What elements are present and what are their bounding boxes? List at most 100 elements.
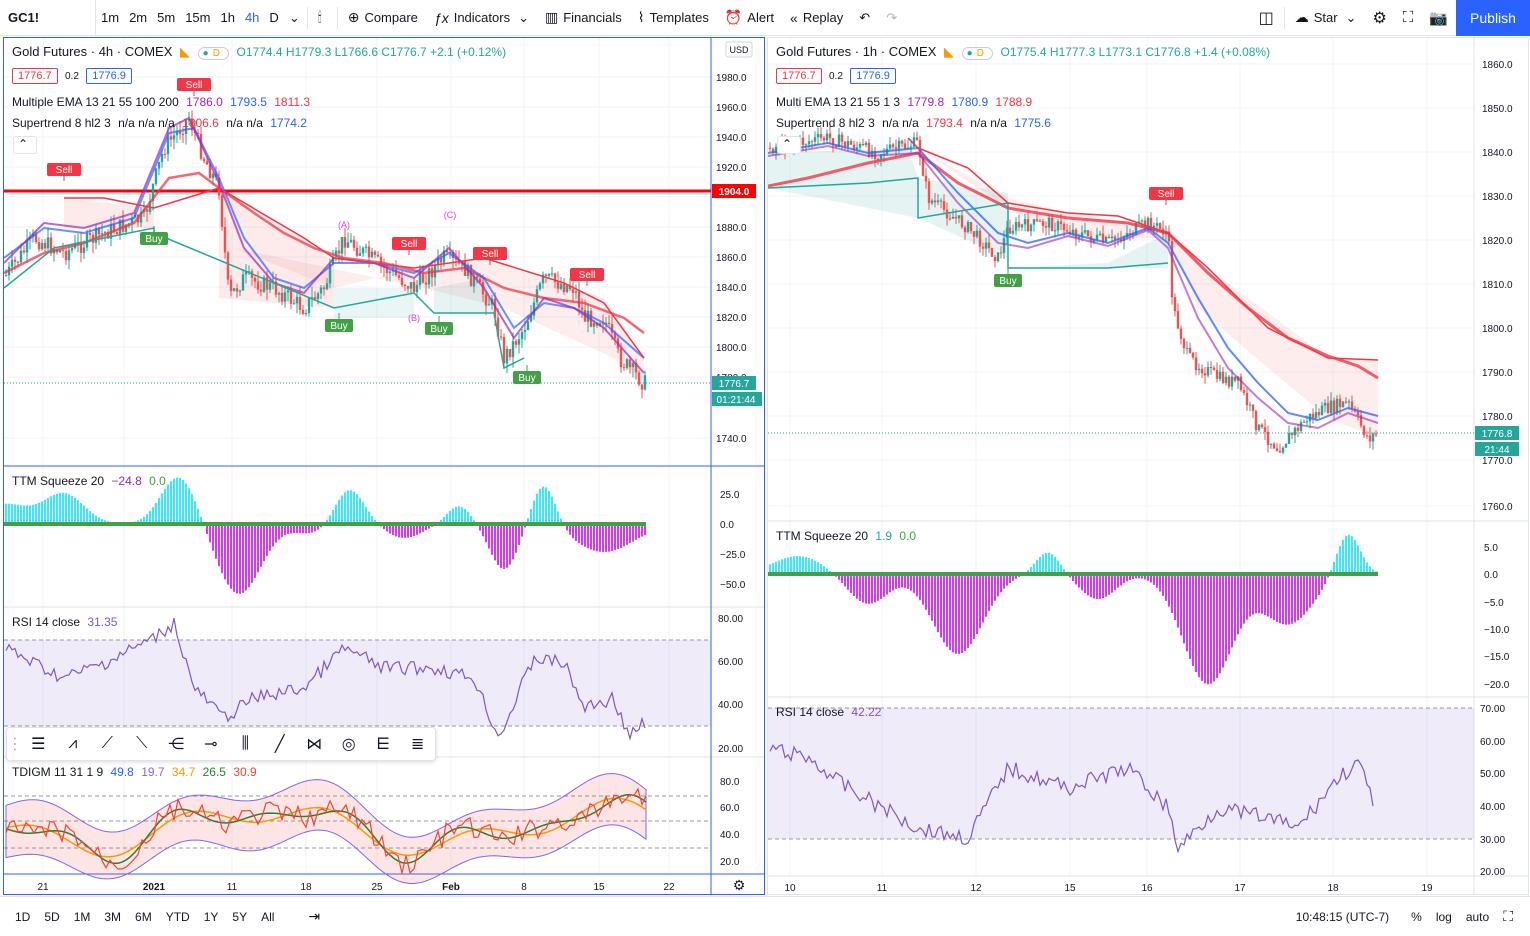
candle-right (1224, 376, 1228, 383)
candle-right (831, 138, 835, 146)
ttm-legend-right[interactable]: TTM Squeeze 20 1.9 0.0 (776, 529, 920, 543)
currency-label[interactable]: USD (729, 45, 749, 55)
ray-icon[interactable]: ╱ (274, 736, 285, 753)
candle-left (280, 292, 284, 302)
candle-left (277, 292, 281, 295)
signal-sell[interactable] (1149, 187, 1183, 200)
signal-buy[interactable] (140, 232, 168, 245)
range-1D[interactable]: 1D (15, 909, 31, 924)
compare-button[interactable]: ⊕ Compare (340, 0, 426, 36)
settings-button[interactable]: ⚙ (1364, 0, 1394, 36)
supertrend-legend-left[interactable]: Supertrend 8 hl2 3 n/a n/a n/a 1806.6 n/… (12, 116, 311, 130)
time-tick-right: 16 (1141, 883, 1153, 894)
ask-button[interactable]: 1776.9 (86, 68, 132, 84)
range-6M[interactable]: 6M (135, 909, 152, 924)
candle-right (993, 256, 997, 262)
horizontal-ray-icon[interactable]: ⊸ (204, 736, 218, 753)
signal-sell[interactable] (177, 78, 211, 91)
signal-buy[interactable] (513, 371, 541, 384)
candle-left (634, 363, 638, 373)
interval-15m[interactable]: 15m (185, 10, 211, 25)
flag-icon[interactable]: ◣ (180, 44, 191, 59)
fullscreen-button[interactable]: ⛶ (1395, 0, 1422, 36)
range-1Y[interactable]: 1Y (203, 909, 219, 924)
percent-scale-button[interactable]: % (1411, 909, 1422, 924)
settings-lines-icon[interactable]: ≣ (411, 736, 425, 753)
financials-button[interactable]: ▥ Financials (537, 0, 630, 36)
ema-legend-right[interactable]: Multi EMA 13 21 55 1 3 1779.8 1780.9 178… (776, 95, 1036, 109)
candle-right (1011, 230, 1015, 234)
interval-dropdown[interactable]: ⌄ (284, 0, 305, 36)
drag-handle-icon[interactable]: ⋮ (7, 736, 23, 753)
pitchfork-icon[interactable]: ⋲ (168, 736, 185, 753)
rsi-legend-right[interactable]: RSI 14 close 42.22 (776, 705, 885, 719)
layout-name-button[interactable]: ☁ Star ⌄ (1287, 0, 1365, 36)
cycle-icon[interactable]: ◎ (341, 736, 356, 753)
undo-button[interactable]: ↶ (851, 0, 878, 36)
goto-date-icon[interactable]: ⇥ (308, 908, 321, 924)
chart-canvas-left[interactable]: Sell Sell Buy Buy Sell Buy Sell Buy Sell (A) (B) (C… (4, 38, 764, 894)
indicators-button[interactable]: ƒx Indicators ⌄ (426, 0, 537, 36)
time-tick-right: 11 (877, 883, 888, 894)
redo-button[interactable]: ↷ (878, 0, 905, 36)
chart-pane-right[interactable]: Sell Buy 1860.0 1850.0 1840.0 1830.0 1820.0 18… (767, 37, 1529, 895)
parallel-channel-icon[interactable]: ⋿ (376, 736, 391, 753)
bid-button-right[interactable]: 1776.7 (776, 68, 822, 84)
signal-sell[interactable] (392, 237, 426, 250)
signal-sell[interactable] (47, 163, 81, 176)
interval-4h[interactable]: 4h (244, 10, 260, 25)
interval-1h[interactable]: 1h (220, 10, 235, 25)
range-YTD[interactable]: YTD (165, 909, 190, 924)
elliott-wave-icon[interactable]: ⩘ (68, 735, 78, 752)
collapse-legend-button-right[interactable]: ⌃ (777, 136, 801, 154)
fullscreen-icon[interactable]: ⛶ (1503, 908, 1513, 924)
settings-icon[interactable]: ⚙ (733, 877, 746, 893)
ttm-legend-left[interactable]: TTM Squeeze 20 −24.8 0.0 (12, 474, 170, 488)
clock-timezone[interactable]: 10:48:15 (UTC-7) (1295, 909, 1390, 924)
interval-D[interactable]: D (269, 10, 279, 25)
range-5D[interactable]: 5D (44, 909, 60, 924)
price-tick-right: 1800.0 (1482, 324, 1513, 335)
bid-button[interactable]: 1776.7 (12, 68, 58, 84)
publish-button[interactable]: Publish (1456, 0, 1530, 36)
abcd-pattern-icon[interactable]: ⟋ (101, 735, 113, 752)
flag-icon[interactable]: ◣ (944, 44, 955, 59)
signal-sell[interactable] (570, 268, 604, 281)
chart-pane-left[interactable]: Sell Sell Buy Buy Sell Buy Sell Buy Sell (A) (B) (C… (3, 37, 765, 895)
snapshot-button[interactable]: 📷 (1421, 0, 1456, 36)
chart-type-button[interactable]: 🕯 (310, 0, 335, 36)
interval-1m[interactable]: 1m (101, 10, 120, 25)
candle-right (960, 215, 964, 228)
layout-button[interactable]: ◫ (1251, 0, 1282, 36)
vertical-lines-icon[interactable]: ⫼ (241, 735, 249, 752)
trend-line-icon[interactable]: ⟍ (136, 735, 148, 752)
signal-sell[interactable] (473, 247, 507, 260)
range-5Y[interactable]: 5Y (232, 909, 248, 924)
templates-button[interactable]: ⌇ Templates (630, 0, 717, 36)
fib-retracement-icon[interactable]: ☰ (31, 736, 46, 753)
signal-buy[interactable] (994, 274, 1022, 287)
chart-canvas-right[interactable]: Sell Buy 1860.0 1850.0 1840.0 1830.0 1820.0 18… (768, 38, 1528, 894)
auto-scale-button[interactable]: auto (1465, 909, 1490, 924)
alert-button[interactable]: ⏰ Alert (717, 0, 782, 36)
signal-buy[interactable] (425, 322, 453, 335)
signal-buy[interactable] (325, 319, 353, 332)
supertrend-legend-right[interactable]: Supertrend 8 hl2 3 n/a n/a 1793.4 n/a n/… (776, 116, 1055, 130)
collapse-legend-button[interactable]: ⌃ (13, 136, 37, 154)
interval-2m[interactable]: 2m (129, 10, 148, 25)
rsi-legend-left[interactable]: RSI 14 close 31.35 (12, 615, 121, 629)
ask-button-right[interactable]: 1776.9 (850, 68, 896, 84)
candle-right (1200, 368, 1204, 374)
pattern-icon[interactable]: ⋈ (306, 736, 323, 753)
ema-v2: 1793.5 (230, 95, 267, 109)
symbol-search[interactable]: GC1! (0, 0, 96, 36)
tdi-legend-left[interactable]: TDIGM 11 31 1 9 49.8 19.7 34.7 26.5 30.9 (12, 765, 261, 779)
range-1M[interactable]: 1M (73, 909, 91, 924)
range-All[interactable]: All (261, 909, 275, 924)
replay-button[interactable]: « Replay (782, 0, 851, 36)
range-3M[interactable]: 3M (104, 909, 122, 924)
ema-legend-left[interactable]: Multiple EMA 13 21 55 100 200 1786.0 179… (12, 95, 314, 109)
interval-5m[interactable]: 5m (157, 10, 176, 25)
candle-right (840, 134, 844, 142)
log-scale-button[interactable]: log (1435, 909, 1452, 924)
